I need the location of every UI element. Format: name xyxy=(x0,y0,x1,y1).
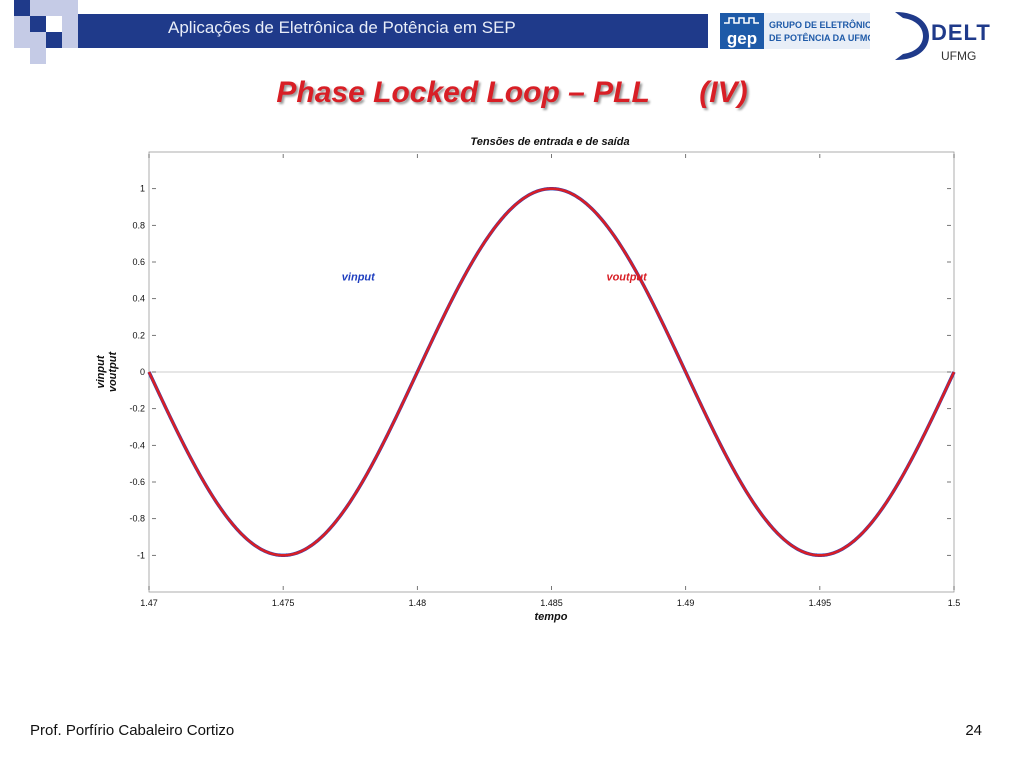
x-tick-label: 1.47 xyxy=(140,598,158,608)
x-tick-label: 1.495 xyxy=(809,598,832,608)
y-tick-label: 0.6 xyxy=(132,257,145,267)
y-tick-label: 0.4 xyxy=(132,294,145,304)
y-tick-label: -0.8 xyxy=(129,514,145,524)
annotation-voutput: voutput xyxy=(606,271,648,283)
y-tick-label: -0.4 xyxy=(129,440,145,450)
y-tick-label: 0 xyxy=(140,367,145,377)
y-axis-label-line2: voutput xyxy=(107,351,119,393)
series-line-voutput xyxy=(147,187,956,557)
gep-logo-mark: gep xyxy=(727,29,757,48)
annotation-vinput: vinput xyxy=(342,271,376,283)
presentation-title: Aplicações de Eletrônica de Potência em … xyxy=(168,18,516,37)
chart-title: Tensões de entrada e de saída xyxy=(470,136,629,148)
header-band xyxy=(58,14,708,48)
x-tick-label: 1.485 xyxy=(540,598,563,608)
x-tick-label: 1.48 xyxy=(409,598,427,608)
page-number: 24 xyxy=(965,722,982,739)
x-tick-label: 1.5 xyxy=(948,598,961,608)
y-tick-label: 0.2 xyxy=(132,330,145,340)
gep-logo-line2: DE POTÊNCIA DA UFMG xyxy=(769,32,870,43)
y-tick-label: 1 xyxy=(140,184,145,194)
gep-logo-line1: GRUPO DE ELETRÔNICA xyxy=(769,19,870,30)
x-axis-label: tempo xyxy=(535,611,568,623)
x-tick-label: 1.475 xyxy=(272,598,295,608)
delt-logo-sub: UFMG xyxy=(941,49,976,63)
y-tick-label: -0.2 xyxy=(129,404,145,414)
y-tick-label: -1 xyxy=(137,550,145,560)
slide-title: Phase Locked Loop – PLL (IV) xyxy=(276,76,748,109)
y-axis-label-line1: vinput xyxy=(95,354,107,388)
voltage-chart: Tensões de entrada e de saída 1 0.8 0.6 0.4… xyxy=(95,136,961,623)
x-tick-label: 1.49 xyxy=(677,598,695,608)
y-tick-label: -0.6 xyxy=(129,477,145,487)
gep-logo: gep GRUPO DE ELETRÔNICA DE POTÊNCIA DA U… xyxy=(720,13,870,49)
y-tick-label: 0.8 xyxy=(132,220,145,230)
footer-author: Prof. Porfírio Cabaleiro Cortizo xyxy=(30,722,235,739)
y-axis-label: vinput voutput xyxy=(95,351,119,393)
delt-logo-mark: DELT xyxy=(931,20,991,45)
delt-logo: DELT UFMG xyxy=(895,12,991,63)
